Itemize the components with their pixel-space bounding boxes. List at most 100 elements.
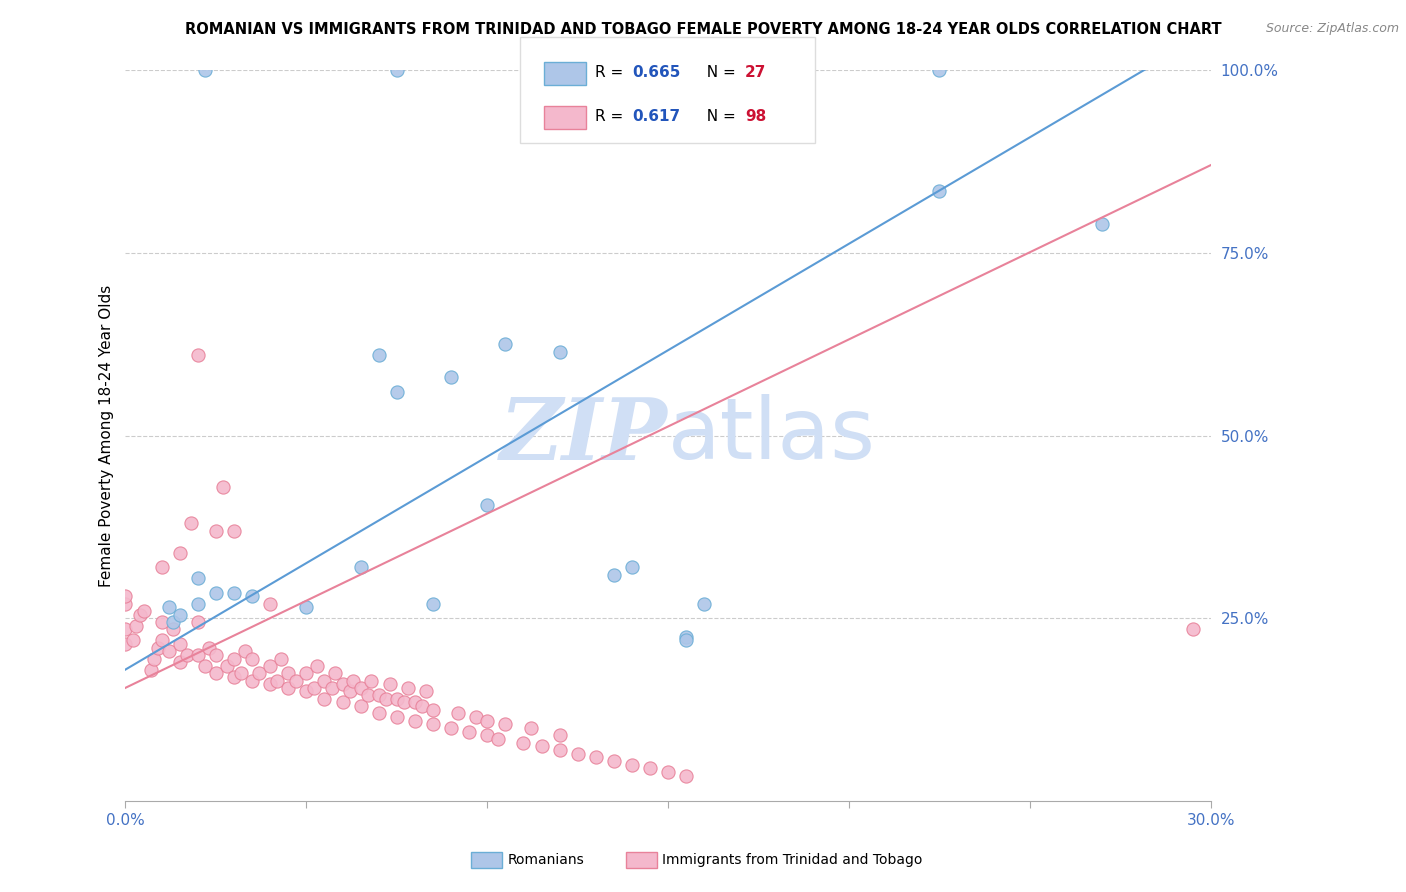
Point — [477, 728, 499, 742]
Point — [375, 691, 398, 706]
Point — [603, 567, 626, 582]
Point — [530, 739, 553, 754]
Point — [240, 673, 263, 688]
Point — [169, 545, 191, 559]
Point — [222, 651, 245, 665]
Point — [1181, 623, 1204, 637]
Point — [205, 666, 228, 681]
Point — [657, 764, 679, 779]
Text: ZIP: ZIP — [501, 394, 668, 477]
Point — [367, 688, 389, 702]
Point — [548, 728, 571, 742]
Point — [342, 673, 364, 688]
Point — [385, 63, 408, 78]
Point — [157, 600, 180, 615]
Point — [603, 754, 626, 768]
Point — [162, 623, 184, 637]
Point — [197, 640, 219, 655]
Point — [404, 695, 426, 709]
Point — [157, 644, 180, 658]
Point — [231, 666, 253, 681]
Point — [385, 710, 408, 724]
Point — [548, 344, 571, 359]
Point — [176, 648, 198, 662]
Point — [367, 706, 389, 721]
Point — [339, 684, 361, 698]
Point — [259, 677, 281, 691]
Point — [494, 337, 516, 351]
Point — [114, 590, 136, 604]
Point — [114, 623, 136, 637]
Point — [150, 633, 173, 648]
Text: 0.665: 0.665 — [633, 65, 681, 79]
Point — [512, 736, 534, 750]
Point — [307, 659, 329, 673]
Point — [114, 597, 136, 611]
Point — [162, 615, 184, 629]
Point — [494, 717, 516, 731]
Point — [295, 684, 318, 698]
Point — [928, 63, 950, 78]
Point — [222, 586, 245, 600]
Point — [240, 590, 263, 604]
Point — [349, 681, 371, 695]
Point — [349, 560, 371, 574]
Point — [187, 648, 209, 662]
Point — [139, 663, 162, 677]
Point — [332, 695, 354, 709]
Point — [620, 757, 643, 772]
Point — [143, 651, 166, 665]
Point — [675, 630, 697, 644]
Point — [422, 597, 444, 611]
Point — [357, 688, 380, 702]
Point — [129, 607, 152, 622]
Point — [222, 524, 245, 538]
Point — [295, 600, 318, 615]
Point — [458, 724, 481, 739]
Point — [150, 615, 173, 629]
Text: Source: ZipAtlas.com: Source: ZipAtlas.com — [1265, 22, 1399, 36]
Point — [378, 677, 401, 691]
Point — [169, 655, 191, 669]
Point — [270, 651, 292, 665]
Point — [1091, 217, 1114, 231]
Point — [675, 768, 697, 782]
Point — [396, 681, 419, 695]
Text: N =: N = — [697, 65, 741, 79]
Point — [567, 747, 589, 761]
Point — [277, 666, 299, 681]
Point — [194, 659, 217, 673]
Point — [440, 721, 463, 735]
Point — [180, 516, 202, 531]
Point — [440, 370, 463, 384]
Point — [187, 597, 209, 611]
Point — [385, 691, 408, 706]
Point — [928, 184, 950, 198]
Point — [519, 721, 541, 735]
Point — [349, 699, 371, 714]
Point — [321, 681, 343, 695]
Point — [187, 615, 209, 629]
Point — [323, 666, 346, 681]
Point — [314, 691, 336, 706]
Point — [277, 681, 299, 695]
Point — [295, 666, 318, 681]
Point — [302, 681, 325, 695]
Text: atlas: atlas — [668, 394, 876, 477]
Point — [233, 644, 256, 658]
Point — [212, 480, 235, 494]
Text: R =: R = — [595, 110, 628, 124]
Point — [422, 717, 444, 731]
Point — [465, 710, 488, 724]
Text: Romanians: Romanians — [508, 853, 585, 867]
Point — [205, 586, 228, 600]
Point — [205, 524, 228, 538]
Point — [404, 714, 426, 728]
Point — [477, 498, 499, 512]
Text: 0.617: 0.617 — [633, 110, 681, 124]
Point — [187, 571, 209, 585]
Point — [620, 560, 643, 574]
Point — [411, 699, 433, 714]
Point — [284, 673, 307, 688]
Point — [150, 560, 173, 574]
